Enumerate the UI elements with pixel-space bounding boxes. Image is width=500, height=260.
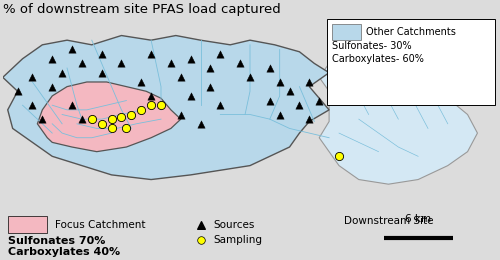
Point xyxy=(28,75,36,79)
Point xyxy=(206,66,214,70)
Point xyxy=(98,122,106,126)
Point xyxy=(276,112,283,116)
Point xyxy=(68,47,76,51)
Point xyxy=(266,66,274,70)
Point xyxy=(315,99,323,103)
Point xyxy=(246,75,254,79)
Point xyxy=(296,103,304,107)
Text: % of downstream site PFAS load captured: % of downstream site PFAS load captured xyxy=(3,3,280,16)
Point xyxy=(177,112,185,116)
Point xyxy=(286,89,294,93)
Point xyxy=(147,103,155,107)
Point xyxy=(306,80,314,84)
Point xyxy=(186,94,194,98)
Point xyxy=(137,80,145,84)
Text: Carboxylates 40%: Carboxylates 40% xyxy=(8,247,120,257)
Point xyxy=(28,103,36,107)
Point xyxy=(14,89,22,93)
Point xyxy=(177,75,185,79)
Point xyxy=(78,117,86,121)
Point xyxy=(137,108,145,112)
Text: Sulfonates- 30%: Sulfonates- 30% xyxy=(332,41,411,51)
Point xyxy=(48,57,56,61)
Point xyxy=(147,52,155,56)
Point xyxy=(48,84,56,89)
Point xyxy=(186,57,194,61)
Point xyxy=(108,126,116,131)
Polygon shape xyxy=(38,82,181,152)
Point xyxy=(157,103,165,107)
Text: Downstream Site: Downstream Site xyxy=(344,216,434,226)
Point xyxy=(216,52,224,56)
Point xyxy=(216,103,224,107)
Point xyxy=(335,154,343,158)
Text: Sources: Sources xyxy=(213,220,254,230)
Point xyxy=(196,238,204,242)
Point xyxy=(122,126,130,131)
Point xyxy=(276,80,283,84)
Point xyxy=(167,61,175,66)
Point xyxy=(108,117,116,121)
Point xyxy=(206,84,214,89)
Point xyxy=(118,115,126,119)
FancyBboxPatch shape xyxy=(326,19,495,105)
Text: Sampling: Sampling xyxy=(213,235,262,245)
Point xyxy=(78,61,86,66)
Point xyxy=(58,71,66,75)
Point xyxy=(98,52,106,56)
Point xyxy=(88,117,96,121)
Point xyxy=(196,122,204,126)
Point xyxy=(68,103,76,107)
Point xyxy=(236,61,244,66)
Text: Other Catchments: Other Catchments xyxy=(366,27,456,37)
Point xyxy=(118,61,126,66)
Bar xyxy=(8,216,48,233)
Point xyxy=(98,71,106,75)
Polygon shape xyxy=(3,36,329,180)
Point xyxy=(266,99,274,103)
Text: Focus Catchment: Focus Catchment xyxy=(54,220,145,230)
Point xyxy=(196,223,204,227)
Point xyxy=(128,112,136,116)
Text: 6 km: 6 km xyxy=(405,214,431,224)
Text: Sulfonates 70%: Sulfonates 70% xyxy=(8,236,105,246)
Bar xyxy=(332,24,362,40)
Text: Carboxylates- 60%: Carboxylates- 60% xyxy=(332,54,424,64)
Point xyxy=(38,117,46,121)
Point xyxy=(147,94,155,98)
Polygon shape xyxy=(319,54,478,184)
Point xyxy=(306,117,314,121)
